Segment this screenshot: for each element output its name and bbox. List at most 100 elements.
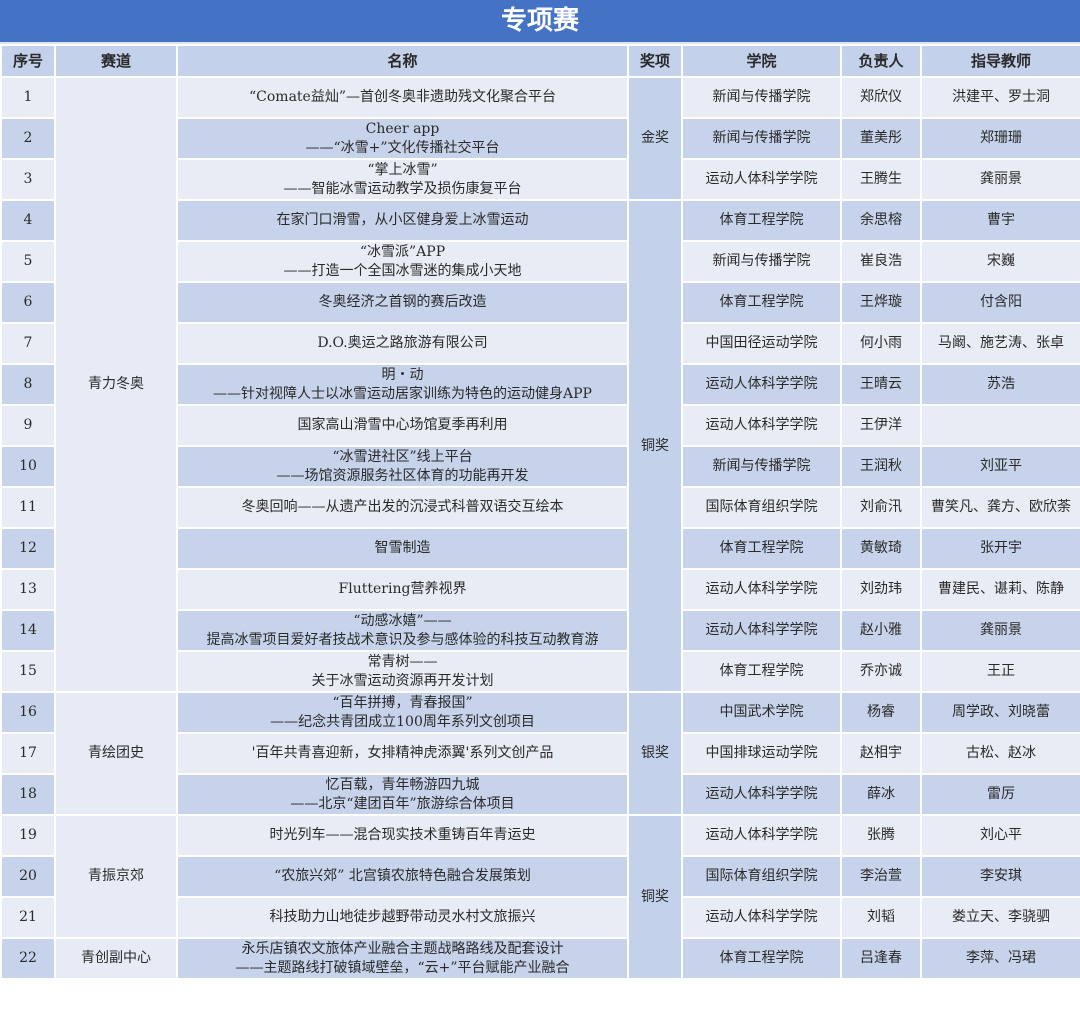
school-cell: 国际体育组织学院 [681, 855, 842, 898]
table-row: 15 常青树—— 关于冰雪运动资源再开发计划 体育工程学院 乔亦诚 王正 [0, 650, 1080, 693]
row-number: 3 [0, 158, 56, 201]
track-cell: 青绘团史 [54, 691, 178, 816]
project-name: 永乐店镇农文旅体产业融合主题战略路线及配套设计 ——主题路线打破镇域壁垒，“云+… [176, 937, 629, 980]
row-number: 20 [0, 855, 56, 898]
advisor-cell: 古松、赵冰 [920, 732, 1080, 775]
project-name: D.O.奥运之路旅游有限公司 [176, 322, 629, 365]
project-name: 冬奥回响——从遗产出发的沉浸式科普双语交互绘本 [176, 486, 629, 529]
advisor-cell: 付含阳 [920, 281, 1080, 324]
project-name: “掌上冰雪” ——智能冰雪运动教学及损伤康复平台 [176, 158, 629, 201]
school-cell: 运动人体科学学院 [681, 158, 842, 201]
school-cell: 新闻与传播学院 [681, 240, 842, 283]
track-cell: 青力冬奥 [54, 76, 178, 693]
row-number: 14 [0, 609, 56, 652]
advisor-cell: 王正 [920, 650, 1080, 693]
table-row: 10 “冰雪进社区”线上平台 ——场馆资源服务社区体育的功能再开发 新闻与传播学院王… [0, 445, 1080, 488]
row-number: 15 [0, 650, 56, 693]
leader-cell: 乔亦诚 [840, 650, 922, 693]
award-cell: 金奖 [627, 76, 683, 201]
table-row: 20 “农旅兴郊” 北宫镇农旅特色融合发展策划 国际体育组织学院 李治萱 李安琪 [0, 855, 1080, 898]
leader-cell: 王烨璇 [840, 281, 922, 324]
header-award: 奖项 [627, 44, 683, 78]
row-number: 17 [0, 732, 56, 775]
project-name: 智雪制造 [176, 527, 629, 570]
row-number: 22 [0, 937, 56, 980]
advisor-cell: 郑珊珊 [920, 117, 1080, 160]
advisor-cell: 刘心平 [920, 814, 1080, 857]
table-row: 19 青振京郊 时光列车——混合现实技术重铸百年青运史 铜奖 运动人体科学学院 张腾 刘心平 [0, 814, 1080, 980]
leader-cell: 刘劲玮 [840, 568, 922, 611]
project-name: “冰雪派”APP ——打造一个全国冰雪迷的集成小天地 [176, 240, 629, 283]
advisor-cell: 雷厉 [920, 773, 1080, 816]
header-no: 序号 [0, 44, 56, 78]
table-row: 7 D.O.奥运之路旅游有限公司 中国田径运动学院 何小雨 马阚、施艺涛、张卓 [0, 322, 1080, 365]
table-row: 12 智雪制造 体育工程学院 黄敏琦 张开宇 [0, 527, 1080, 570]
award-cell: 铜奖 [627, 199, 683, 693]
school-cell: 体育工程学院 [681, 937, 842, 980]
row-number: 18 [0, 773, 56, 816]
advisor-cell: 曹宇 [920, 199, 1080, 242]
page-title: 专项赛 [0, 0, 1080, 44]
row-number: 10 [0, 445, 56, 488]
project-name: “动感冰嬉”—— 提高冰雪项目爱好者技战术意识及参与感体验的科技互动教育游 [176, 609, 629, 652]
project-name: 时光列车——混合现实技术重铸百年青运史 [176, 814, 629, 857]
leader-cell: 崔良浩 [840, 240, 922, 283]
table-row: 18 忆百载，青年畅游四九城 ——北京“建团百年”旅游综合体项目 运动人体科学学院薛… [0, 773, 1080, 816]
table-row: 6 冬奥经济之首钢的赛后改造 体育工程学院 王烨璇 付含阳 [0, 281, 1080, 324]
track-cell: 青创副中心 [54, 937, 178, 980]
project-name: 在家门口滑雪，从小区健身爱上冰雪运动 [176, 199, 629, 242]
advisor-cell: 洪建平、罗士洞 [920, 76, 1080, 119]
award-cell: 银奖 [627, 691, 683, 816]
header-leader: 负责人 [840, 44, 922, 78]
table-row: 14 “动感冰嬉”—— 提高冰雪项目爱好者技战术意识及参与感体验的科技互动教育游 运… [0, 609, 1080, 652]
row-number: 13 [0, 568, 56, 611]
school-cell: 运动人体科学学院 [681, 896, 842, 939]
advisor-cell [920, 404, 1080, 447]
school-cell: 体育工程学院 [681, 199, 842, 242]
table-row: 13 Fluttering营养视界 运动人体科学学院 刘劲玮 曹建民、谌莉、陈静 [0, 568, 1080, 611]
table-row: 5 “冰雪派”APP ——打造一个全国冰雪迷的集成小天地 新闻与传播学院 崔良浩 宋巍 [0, 240, 1080, 283]
school-cell: 运动人体科学学院 [681, 609, 842, 652]
advisor-cell: 李安琪 [920, 855, 1080, 898]
project-name: 科技助力山地徒步越野带动灵水村文旅振兴 [176, 896, 629, 939]
advisor-cell: 李萍、冯珺 [920, 937, 1080, 980]
school-cell: 运动人体科学学院 [681, 363, 842, 406]
row-number: 11 [0, 486, 56, 529]
row-number: 7 [0, 322, 56, 365]
school-cell: 新闻与传播学院 [681, 117, 842, 160]
project-name: 忆百载，青年畅游四九城 ——北京“建团百年”旅游综合体项目 [176, 773, 629, 816]
project-name: “农旅兴郊” 北宫镇农旅特色融合发展策划 [176, 855, 629, 898]
leader-cell: 吕逢春 [840, 937, 922, 980]
project-name: “Comate益灿”—首创冬奥非遗助残文化聚合平台 [176, 76, 629, 119]
leader-cell: 王伊洋 [840, 404, 922, 447]
leader-cell: 余思榕 [840, 199, 922, 242]
leader-cell: 张腾 [840, 814, 922, 857]
row-number: 9 [0, 404, 56, 447]
leader-cell: 何小雨 [840, 322, 922, 365]
leader-cell: 王晴云 [840, 363, 922, 406]
table-row: 22 青创副中心 永乐店镇农文旅体产业融合主题战略路线及配套设计 ——主题路线打破镇… [0, 937, 1080, 980]
row-number: 19 [0, 814, 56, 857]
school-cell: 新闻与传播学院 [681, 76, 842, 119]
table-row: 16 青绘团史 “百年拼搏，青春报国” ——纪念共青团成立100周年系列文创项目 银奖… [0, 691, 1080, 816]
school-cell: 中国武术学院 [681, 691, 842, 734]
row-number: 1 [0, 76, 56, 119]
leader-cell: 郑欣仪 [840, 76, 922, 119]
advisor-cell: 龚丽景 [920, 158, 1080, 201]
advisor-cell: 曹笑凡、龚方、欧欣荼 [920, 486, 1080, 529]
award-cell: 铜奖 [627, 814, 683, 980]
leader-cell: 王润秋 [840, 445, 922, 488]
leader-cell: 黄敏琦 [840, 527, 922, 570]
row-number: 6 [0, 281, 56, 324]
table-row: 2 Cheer app ——“冰雪+”文化传播社交平台 新闻与传播学院 董美彤 郑珊珊 [0, 117, 1080, 160]
advisor-cell: 周学政、刘晓蕾 [920, 691, 1080, 734]
table-row: 17 '百年共青喜迎新，女排精神虎添翼'系列文创产品 中国排球运动学院 赵相宇 古松、赵… [0, 732, 1080, 775]
leader-cell: 赵小雅 [840, 609, 922, 652]
table-row: 4 在家门口滑雪，从小区健身爱上冰雪运动 铜奖 体育工程学院 余思榕 曹宇 [0, 199, 1080, 693]
leader-cell: 董美彤 [840, 117, 922, 160]
project-name: Cheer app ——“冰雪+”文化传播社交平台 [176, 117, 629, 160]
project-name: '百年共青喜迎新，女排精神虎添翼'系列文创产品 [176, 732, 629, 775]
table-row: 3 “掌上冰雪” ——智能冰雪运动教学及损伤康复平台 运动人体科学学院 王腾生 龚丽景 [0, 158, 1080, 201]
table-row: 1 青力冬奥 “Comate益灿”—首创冬奥非遗助残文化聚合平台 金奖 新闻与传播学院郑… [0, 76, 1080, 693]
track-cell: 青振京郊 [54, 814, 178, 939]
